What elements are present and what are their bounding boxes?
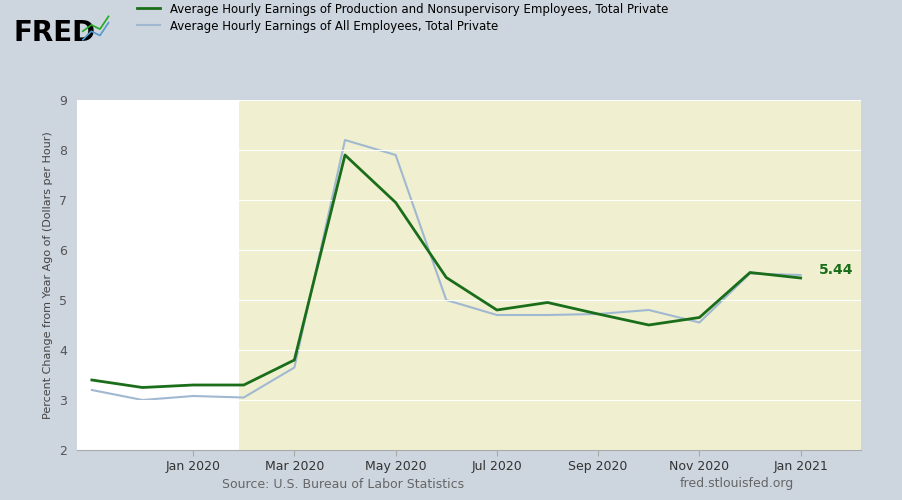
Y-axis label: Percent Change from Year Ago of (Dollars per Hour): Percent Change from Year Ago of (Dollars… (43, 131, 53, 419)
Bar (239, 100, 861, 450)
Text: 5.44: 5.44 (818, 264, 853, 278)
Text: fred.stlouisfed.org: fred.stlouisfed.org (679, 478, 794, 490)
Text: Source: U.S. Bureau of Labor Statistics: Source: U.S. Bureau of Labor Statistics (222, 478, 464, 490)
Legend: Average Hourly Earnings of Production and Nonsupervisory Employees, Total Privat: Average Hourly Earnings of Production an… (137, 2, 668, 32)
Text: FRED: FRED (14, 19, 96, 47)
